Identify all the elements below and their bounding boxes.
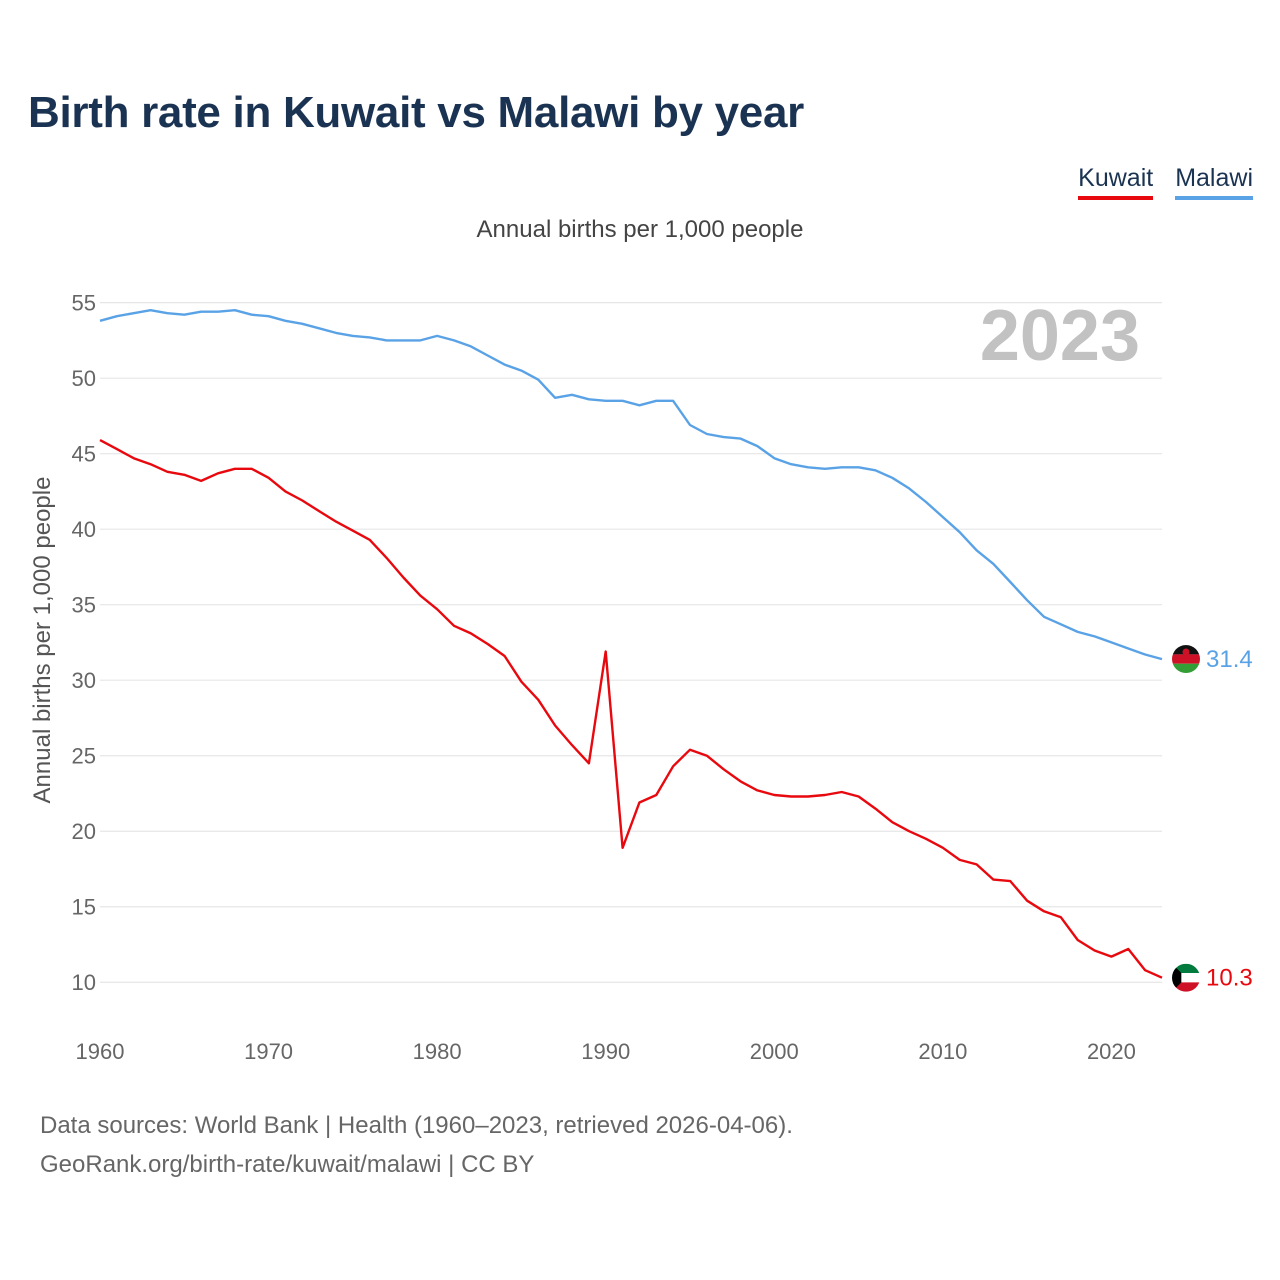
legend-item-malawi[interactable]: Malawi xyxy=(1175,164,1253,200)
legend-item-kuwait[interactable]: Kuwait xyxy=(1078,164,1154,200)
kuwait-end-value-label: 10.3 xyxy=(1206,965,1253,992)
y-tick-label: 25 xyxy=(72,744,96,769)
y-tick-label: 10 xyxy=(72,970,96,995)
x-tick-label: 2010 xyxy=(918,1039,967,1064)
x-axis-ticks: 1960 1970 1980 1990 2000 2010 2020 xyxy=(76,1039,1136,1064)
y-tick-label: 55 xyxy=(72,291,96,316)
chart-title: Birth rate in Kuwait vs Malawi by year xyxy=(28,88,804,137)
y-axis-label: Annual births per 1,000 people xyxy=(29,477,56,804)
series-end-markers: 10.3 31.4 xyxy=(1172,645,1253,992)
x-tick-label: 1990 xyxy=(581,1039,630,1064)
series-line-malawi xyxy=(99,309,1163,661)
y-tick-label: 15 xyxy=(72,895,96,920)
kuwait-flag-icon xyxy=(1172,963,1200,992)
data-source-text: Data sources: World Bank | Health (1960–… xyxy=(40,1112,793,1139)
legend: Kuwait Malawi xyxy=(1078,164,1253,200)
chart-subtitle: Annual births per 1,000 people xyxy=(476,216,804,243)
x-tick-label: 1960 xyxy=(76,1039,125,1064)
y-tick-label: 35 xyxy=(72,593,96,618)
x-tick-label: 1980 xyxy=(413,1039,462,1064)
x-tick-label: 2000 xyxy=(750,1039,799,1064)
gridlines xyxy=(100,302,1162,983)
malawi-flag-icon xyxy=(1172,645,1200,674)
source-url-text: GeoRank.org/birth-rate/kuwait/malawi | C… xyxy=(40,1151,535,1178)
year-watermark: 2023 xyxy=(980,296,1140,376)
y-tick-label: 40 xyxy=(72,517,96,542)
footer: Data sources: World Bank | Health (1960–… xyxy=(40,1106,793,1184)
malawi-end-value-label: 31.4 xyxy=(1206,646,1253,673)
series-lines xyxy=(99,309,1163,979)
y-tick-label: 20 xyxy=(72,819,96,844)
y-tick-label: 45 xyxy=(72,442,96,467)
series-line-kuwait xyxy=(99,439,1163,979)
x-tick-label: 1970 xyxy=(244,1039,293,1064)
x-tick-label: 2020 xyxy=(1087,1039,1136,1064)
y-axis-ticks: 10 15 20 25 30 35 40 45 50 55 xyxy=(72,291,96,996)
y-tick-label: 30 xyxy=(72,668,96,693)
y-tick-label: 50 xyxy=(72,366,96,391)
